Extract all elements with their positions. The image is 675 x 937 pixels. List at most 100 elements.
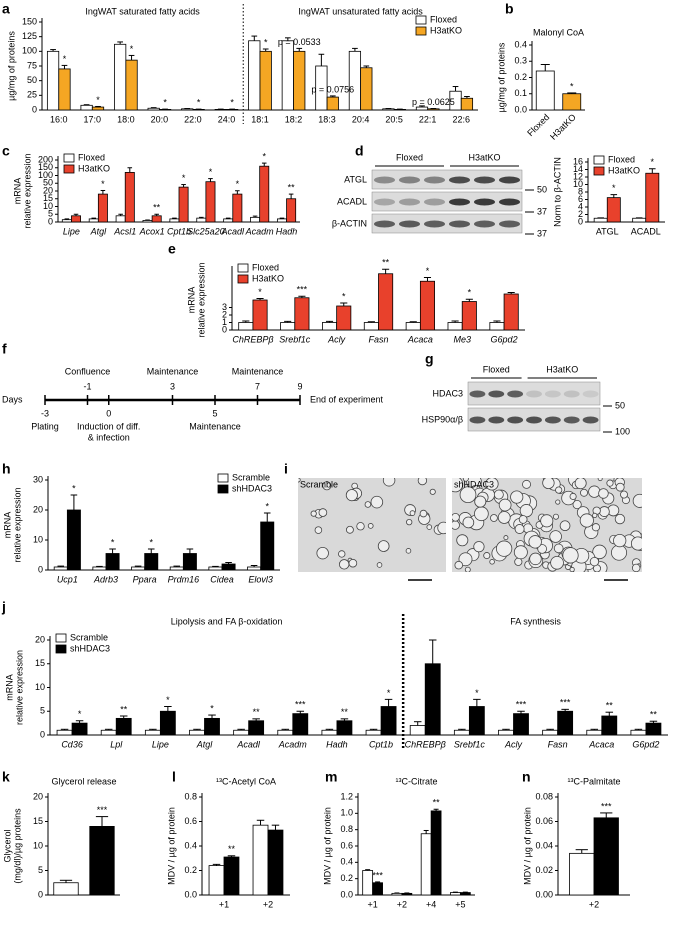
error-bar — [95, 816, 109, 827]
x-tick-label: Fasn — [368, 334, 388, 344]
bar — [124, 171, 135, 223]
bar — [645, 172, 660, 223]
cell — [348, 558, 358, 568]
significance: * — [475, 688, 479, 698]
chart-title: ¹³C-Acetyl CoA — [216, 776, 276, 786]
error-bar — [164, 706, 172, 712]
cell — [452, 478, 464, 493]
error-bar — [59, 879, 73, 883]
x-tick-label: Atgl — [196, 739, 214, 749]
legend-label: shHDAC3 — [232, 483, 272, 493]
cell — [529, 552, 542, 566]
error-bar — [428, 639, 437, 664]
cell — [437, 521, 446, 535]
blot-band — [424, 220, 445, 228]
cell — [620, 490, 628, 499]
error-bar — [465, 298, 473, 302]
y-tick-label: 15 — [33, 816, 43, 826]
error-bar — [83, 104, 90, 106]
significance: * — [63, 54, 67, 64]
y-tick-label: 50 — [27, 75, 37, 85]
cell — [514, 557, 523, 566]
blot-group-label: Floxed — [483, 364, 510, 374]
error-bar — [134, 565, 142, 567]
bar — [182, 553, 197, 571]
cell — [555, 499, 561, 505]
cell — [356, 522, 365, 531]
x-tick-label: 22:1 — [419, 114, 437, 124]
cell — [376, 562, 383, 568]
blot-band — [374, 220, 395, 228]
y-tick-label: 20 — [33, 791, 43, 801]
y-axis-label: MDV / µg of protein — [166, 807, 176, 885]
y-axis-label: µg/mg of proteins — [6, 31, 16, 101]
error-bar — [575, 849, 588, 854]
significance: * — [209, 167, 213, 177]
x-tick-label: 24:0 — [218, 114, 236, 124]
blot-band — [582, 390, 599, 398]
cell — [631, 563, 641, 572]
x-tick-label: +5 — [455, 899, 465, 909]
significance: * — [612, 183, 616, 193]
bar — [593, 817, 619, 896]
significance: * — [111, 537, 115, 547]
chart-title: ¹³C-Citrate — [396, 776, 438, 786]
blot-band — [469, 390, 486, 398]
error-bar — [212, 863, 221, 866]
cell — [382, 478, 396, 487]
blot-band — [449, 176, 470, 184]
bar — [630, 729, 647, 736]
bar — [58, 68, 71, 111]
error-bar — [119, 715, 128, 719]
panel-letter: l — [172, 769, 176, 785]
cell — [549, 530, 562, 543]
significance: *** — [372, 870, 383, 880]
bar — [53, 566, 68, 571]
significance: ** — [341, 707, 349, 717]
x-tick-label: Acadm — [245, 226, 275, 236]
y-tick-label: 75 — [27, 60, 37, 70]
cell — [456, 534, 469, 547]
significance: * — [468, 288, 472, 298]
bar — [277, 218, 287, 223]
blot-band — [374, 198, 395, 206]
significance: ** — [433, 798, 441, 808]
legend-swatch — [55, 644, 67, 654]
bar — [420, 833, 432, 896]
cell — [592, 512, 598, 518]
error-bar — [600, 812, 613, 818]
blot-row-label: HSP90α/β — [422, 414, 463, 424]
cell — [459, 486, 477, 504]
x-tick-label: 18:2 — [285, 114, 303, 124]
x-tick-label: 18:1 — [251, 114, 269, 124]
panel-letter: m — [325, 769, 337, 785]
y-tick-label: 10 — [33, 534, 43, 544]
bar — [53, 882, 79, 896]
x-tick-label: +1 — [367, 899, 377, 909]
bar — [461, 301, 477, 331]
blot-group-label: H3atKO — [546, 364, 578, 374]
cell — [485, 478, 499, 491]
bar — [569, 852, 595, 896]
bar — [277, 729, 294, 736]
error-bar — [109, 548, 116, 554]
blot-band — [499, 176, 520, 184]
x-tick-label: 20:5 — [385, 114, 403, 124]
error-bar — [61, 64, 68, 69]
y-tick-label: 0.2 — [340, 873, 353, 883]
legend-swatch — [415, 26, 427, 36]
y-axis-label: relative expression — [196, 262, 206, 337]
error-bar — [100, 189, 106, 195]
error-bar — [567, 92, 577, 94]
cell — [514, 524, 525, 534]
timeline-event: Induction of diff. — [77, 421, 140, 431]
timeline-event: Maintenance — [189, 421, 241, 431]
y-tick-label: 0 — [40, 729, 45, 739]
bar — [252, 299, 268, 331]
panel-letter: n — [522, 769, 531, 785]
error-bar — [279, 217, 285, 219]
cell — [314, 526, 323, 534]
y-axis-label: MDV / µg of protein — [522, 807, 532, 885]
y-tick-label: 10 — [33, 840, 43, 850]
